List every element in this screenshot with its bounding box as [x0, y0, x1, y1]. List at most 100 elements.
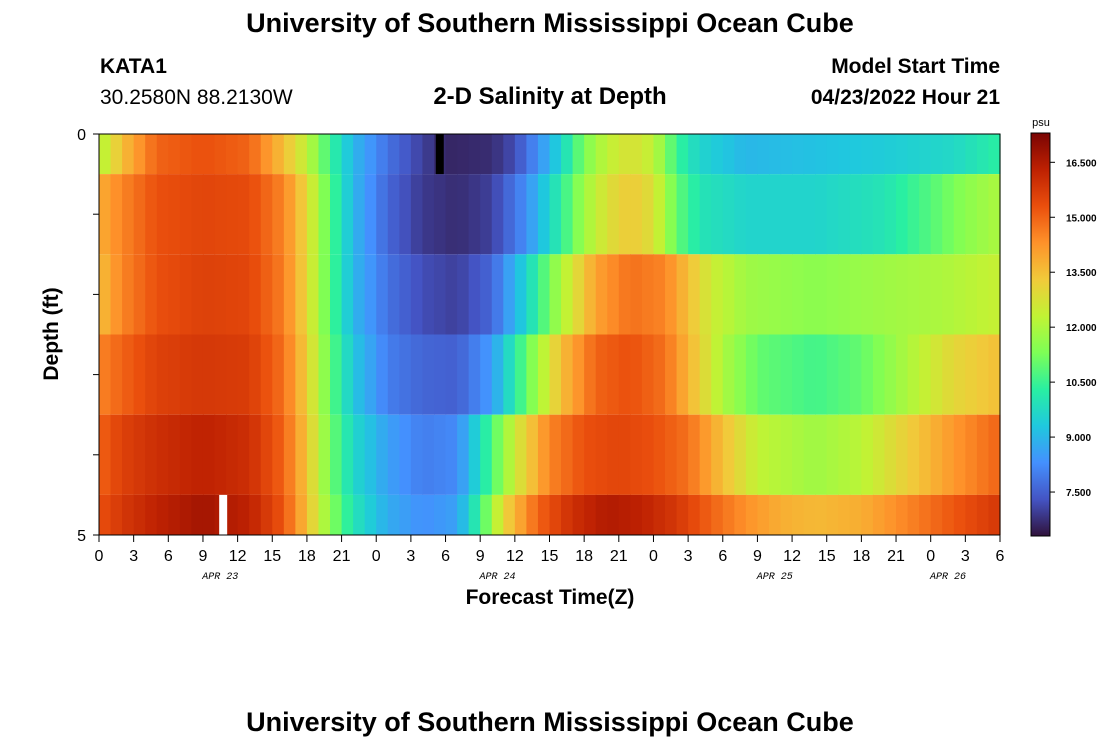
heatmap-cell: [976, 254, 990, 335]
heatmap-cell: [965, 414, 978, 495]
heatmap-cell: [757, 334, 770, 415]
heatmap-cell: [976, 134, 990, 175]
heatmap-cell: [168, 134, 181, 175]
heatmap-cell: [815, 334, 828, 415]
heatmap-cell: [422, 174, 435, 255]
heatmap-cell: [734, 334, 747, 415]
heatmap-cell: [803, 414, 816, 495]
heatmap-cell: [930, 414, 943, 495]
colorbar: [1030, 132, 1051, 537]
y-axis-label: Depth (ft): [40, 287, 63, 380]
heatmap-cell: [861, 174, 874, 255]
heatmap-cell: [572, 174, 585, 255]
heatmap-cell: [745, 174, 759, 255]
heatmap-cell: [792, 494, 805, 535]
heatmap-cell: [272, 494, 285, 535]
heatmap-cell: [468, 494, 481, 535]
heatmap-cell: [364, 254, 377, 335]
heatmap-cell: [722, 494, 735, 535]
heatmap-cell: [283, 334, 296, 415]
heatmap-cell: [283, 254, 296, 335]
x-tick-label: 0: [926, 548, 935, 565]
heatmap-cell: [399, 414, 412, 495]
heatmap-cell: [537, 414, 551, 495]
heatmap-cell: [699, 254, 712, 335]
heatmap-cell: [965, 334, 978, 415]
heatmap-cell: [641, 414, 655, 495]
x-tick-label: 3: [129, 548, 138, 565]
heatmap-cell: [780, 174, 793, 255]
x-tick-label: 18: [298, 548, 316, 565]
heatmap-cell: [179, 494, 193, 535]
heatmap-cell: [283, 174, 296, 255]
heatmap-cell: [665, 254, 678, 335]
heatmap-cell: [433, 494, 447, 535]
heatmap-cell: [422, 494, 435, 535]
heatmap-cell: [595, 334, 608, 415]
heatmap-cell: [110, 174, 123, 255]
heatmap-cell: [468, 334, 481, 415]
heatmap-cell: [792, 174, 805, 255]
heatmap-cell: [745, 254, 759, 335]
heatmap-cell: [595, 174, 608, 255]
heatmap-cell: [272, 134, 285, 175]
heatmap-cell: [237, 134, 250, 175]
heatmap-cell: [561, 134, 574, 175]
x-date-labels: APR 23 APR 24 APR 25 APR 26: [201, 572, 966, 583]
heatmap-cell: [549, 494, 562, 535]
heatmap-cell: [849, 254, 862, 335]
heatmap-cell: [191, 134, 204, 175]
heatmap-cell: [283, 494, 296, 535]
x-tick-label: 9: [199, 548, 208, 565]
heatmap-cell: [237, 174, 250, 255]
heatmap-cell: [630, 334, 643, 415]
heatmap-cell: [722, 334, 735, 415]
heatmap-cell: [283, 414, 296, 495]
heatmap-cell: [849, 334, 862, 415]
x-date-label: APR 26: [929, 572, 966, 583]
heatmap-cell: [884, 254, 897, 335]
heatmap-cell: [387, 414, 400, 495]
heatmap-cell: [387, 174, 400, 255]
x-date-label: APR 23: [201, 572, 238, 583]
heatmap-cell: [734, 494, 747, 535]
heatmap-cell: [711, 174, 724, 255]
heatmap-cell: [561, 334, 574, 415]
heatmap-cell: [364, 134, 377, 175]
heatmap-cell: [110, 494, 123, 535]
heatmap-cell: [295, 334, 308, 415]
heatmap-cell: [122, 494, 135, 535]
heatmap-cell: [122, 414, 135, 495]
heatmap-cell: [872, 494, 886, 535]
heatmap-cell: [341, 414, 354, 495]
x-tick-label: 3: [961, 548, 970, 565]
heatmap-cell: [976, 414, 990, 495]
heatmap-cell: [965, 254, 978, 335]
heatmap-cell: [699, 174, 712, 255]
heatmap-cell: [260, 414, 273, 495]
heatmap-cell: [422, 254, 435, 335]
heatmap-cell: [572, 494, 585, 535]
heatmap-cell: [780, 414, 793, 495]
heatmap-cell: [988, 134, 1001, 175]
heatmap-cell: [826, 174, 839, 255]
heatmap-cell: [202, 334, 216, 415]
heatmap-cell: [330, 414, 343, 495]
heatmap-cell: [768, 174, 782, 255]
heatmap-cell: [445, 494, 458, 535]
heatmap-cell: [468, 174, 481, 255]
heatmap-cell: [110, 254, 123, 335]
heatmap-cell: [676, 254, 689, 335]
heatmap-cell: [630, 254, 643, 335]
heatmap-cell: [907, 254, 920, 335]
x-date-label: APR 25: [756, 572, 793, 583]
heatmap-cell: [572, 134, 585, 175]
x-tick-label: 15: [263, 548, 281, 565]
heatmap-cell: [330, 254, 343, 335]
heatmap-cell: [688, 334, 701, 415]
heatmap-cell: [953, 334, 966, 415]
heatmap-cell: [757, 414, 770, 495]
heatmap-cell: [480, 334, 493, 415]
heatmap-cell: [457, 254, 470, 335]
heatmap-cell: [387, 134, 400, 175]
